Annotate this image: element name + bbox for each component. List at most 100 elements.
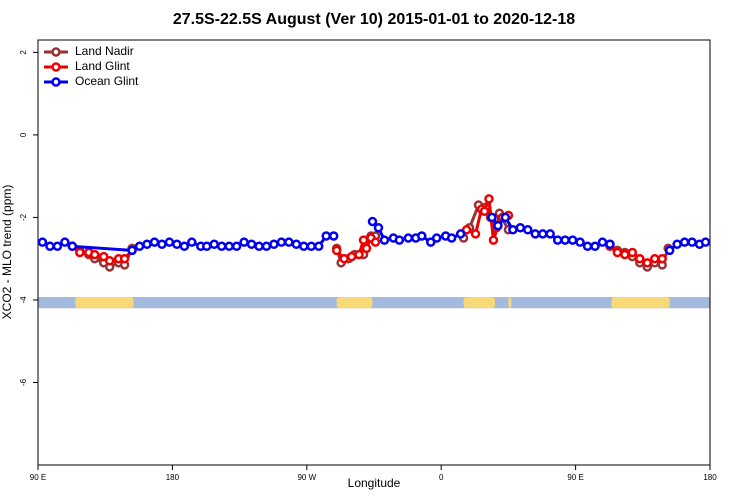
data-point bbox=[142, 239, 152, 249]
y-tick-label: -4 bbox=[19, 296, 28, 304]
chart-title: 27.5S-22.5S August (Ver 10) 2015-01-01 t… bbox=[173, 11, 575, 28]
x-axis-label: Longitude bbox=[348, 476, 401, 490]
data-point bbox=[605, 239, 615, 249]
data-point bbox=[515, 222, 526, 233]
data-point bbox=[446, 233, 457, 243]
data-point bbox=[358, 235, 369, 245]
legend-label: Ocean Glint bbox=[75, 74, 139, 88]
data-point bbox=[394, 235, 405, 245]
data-point bbox=[455, 229, 466, 239]
data-point bbox=[370, 237, 381, 247]
land-band bbox=[611, 297, 670, 309]
data-point bbox=[306, 241, 317, 252]
data-point bbox=[642, 258, 653, 268]
data-point bbox=[224, 241, 234, 252]
data-point bbox=[254, 241, 264, 252]
legend-label: Land Nadir bbox=[75, 44, 134, 58]
land-band bbox=[463, 297, 495, 309]
plot-frame bbox=[37, 39, 711, 466]
x-tick-label: 90 E bbox=[30, 473, 46, 482]
data-point bbox=[269, 239, 279, 249]
data-point bbox=[500, 212, 511, 223]
data-point bbox=[484, 194, 494, 204]
ocean-band bbox=[38, 297, 710, 309]
data-point bbox=[246, 239, 257, 249]
data-point bbox=[239, 237, 249, 247]
y-tick-label: -6 bbox=[19, 378, 28, 386]
data-point bbox=[328, 231, 339, 241]
data-point bbox=[552, 235, 563, 245]
data-point bbox=[687, 237, 697, 247]
data-point bbox=[331, 245, 342, 256]
data-point bbox=[164, 237, 175, 247]
data-point bbox=[425, 237, 436, 247]
data-point bbox=[361, 243, 372, 254]
legend-marker bbox=[51, 47, 61, 57]
data-point bbox=[508, 225, 518, 235]
data-point bbox=[537, 229, 548, 239]
data-point bbox=[216, 241, 227, 252]
data-point bbox=[545, 229, 555, 239]
data-point bbox=[157, 239, 167, 249]
data-point bbox=[417, 231, 427, 241]
data-point bbox=[119, 253, 130, 264]
data-point bbox=[657, 253, 667, 264]
data-point bbox=[89, 249, 100, 260]
x-tick-label: 180 bbox=[166, 473, 180, 482]
data-point bbox=[488, 235, 499, 245]
data-point bbox=[187, 237, 197, 247]
x-tick-label: 90 E bbox=[567, 473, 583, 482]
land-band bbox=[75, 297, 134, 309]
data-point bbox=[560, 235, 570, 245]
data-point bbox=[104, 256, 115, 266]
data-point bbox=[487, 212, 497, 223]
data-point bbox=[679, 237, 690, 247]
data-point bbox=[627, 247, 638, 258]
data-point bbox=[346, 251, 357, 262]
land-band bbox=[508, 297, 512, 309]
data-point bbox=[373, 222, 384, 233]
data-point bbox=[67, 241, 78, 252]
data-point bbox=[523, 225, 533, 235]
data-point bbox=[470, 229, 481, 239]
data-point bbox=[403, 233, 414, 243]
y-tick-label: 2 bbox=[19, 50, 28, 55]
data-point bbox=[582, 241, 593, 252]
data-point bbox=[172, 239, 182, 249]
data-point bbox=[37, 237, 48, 247]
x-tick-label: 180 bbox=[703, 473, 717, 482]
data-point bbox=[52, 241, 63, 252]
data-point bbox=[567, 235, 578, 245]
data-point bbox=[201, 241, 212, 252]
data-point bbox=[367, 216, 378, 227]
data-point bbox=[261, 241, 272, 252]
legend-marker bbox=[51, 77, 61, 87]
data-point bbox=[575, 237, 585, 247]
data-point bbox=[313, 241, 324, 252]
data-point bbox=[379, 235, 390, 245]
land-band bbox=[336, 297, 373, 309]
data-point bbox=[635, 253, 645, 264]
data-point bbox=[339, 253, 349, 264]
data-point bbox=[284, 237, 294, 247]
data-point bbox=[75, 247, 85, 258]
y-tick-label: -2 bbox=[19, 213, 28, 221]
data-point bbox=[530, 229, 541, 239]
data-point bbox=[60, 237, 70, 247]
data-point bbox=[649, 253, 660, 264]
data-point bbox=[276, 237, 287, 247]
data-point bbox=[672, 239, 682, 249]
data-point bbox=[149, 237, 160, 247]
data-point bbox=[45, 241, 55, 252]
data-point bbox=[461, 225, 472, 235]
data-point bbox=[612, 247, 623, 258]
y-tick-label: 0 bbox=[19, 132, 28, 137]
data-point bbox=[299, 241, 309, 252]
legend-marker bbox=[51, 62, 61, 72]
data-point bbox=[664, 245, 675, 256]
data-point bbox=[134, 241, 145, 252]
x-tick-label: 90 W bbox=[297, 473, 316, 482]
legend-label: Land Glint bbox=[75, 59, 130, 73]
